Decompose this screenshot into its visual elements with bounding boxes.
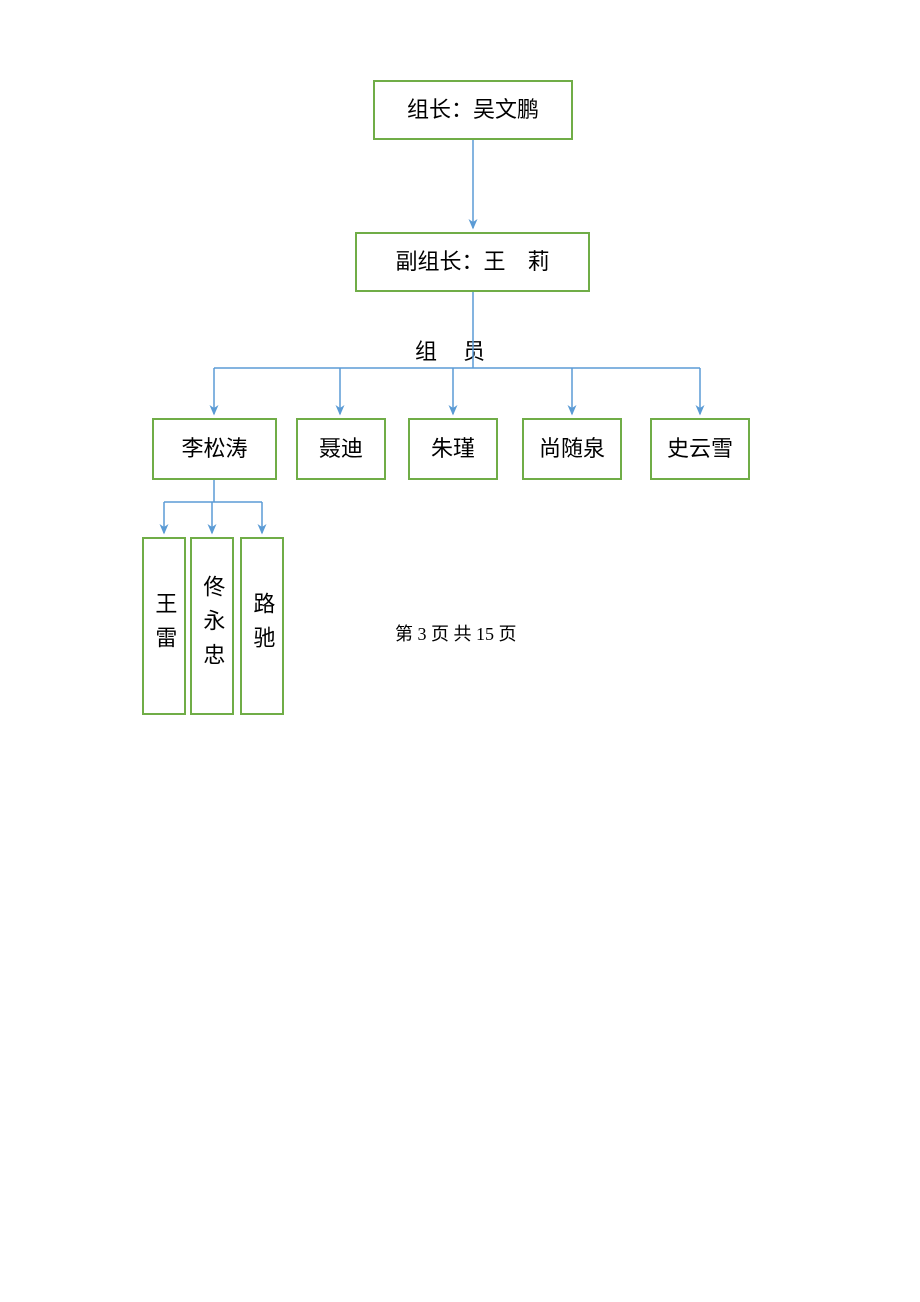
node-sub-3: 路驰 [240, 537, 284, 715]
node-leader-label: 组长：吴文鹏 [407, 95, 539, 126]
node-member-1: 李松涛 [152, 418, 277, 480]
node-vice: 副组长：王 莉 [355, 232, 590, 292]
connector-svg [0, 0, 920, 1302]
node-member-4: 尚随泉 [522, 418, 622, 480]
node-member-4-label: 尚随泉 [539, 434, 605, 465]
row-label-members: 组 员 [415, 334, 487, 366]
node-sub-1-label: 王雷 [149, 592, 180, 660]
node-sub-2: 佟永忠 [190, 537, 234, 715]
node-member-3-label: 朱瑾 [431, 434, 475, 465]
node-member-2-label: 聂迪 [319, 434, 363, 465]
page-footer: 第 3 页 共 15 页 [395, 620, 517, 646]
node-member-1-label: 李松涛 [181, 434, 247, 465]
node-member-5-label: 史云雪 [667, 434, 733, 465]
node-sub-3-label: 路驰 [247, 592, 278, 660]
node-member-2: 聂迪 [296, 418, 386, 480]
node-sub-2-label: 佟永忠 [197, 575, 228, 677]
node-member-3: 朱瑾 [408, 418, 498, 480]
node-sub-1: 王雷 [142, 537, 186, 715]
node-member-5: 史云雪 [650, 418, 750, 480]
node-vice-label: 副组长：王 莉 [395, 247, 549, 278]
node-leader: 组长：吴文鹏 [373, 80, 573, 140]
